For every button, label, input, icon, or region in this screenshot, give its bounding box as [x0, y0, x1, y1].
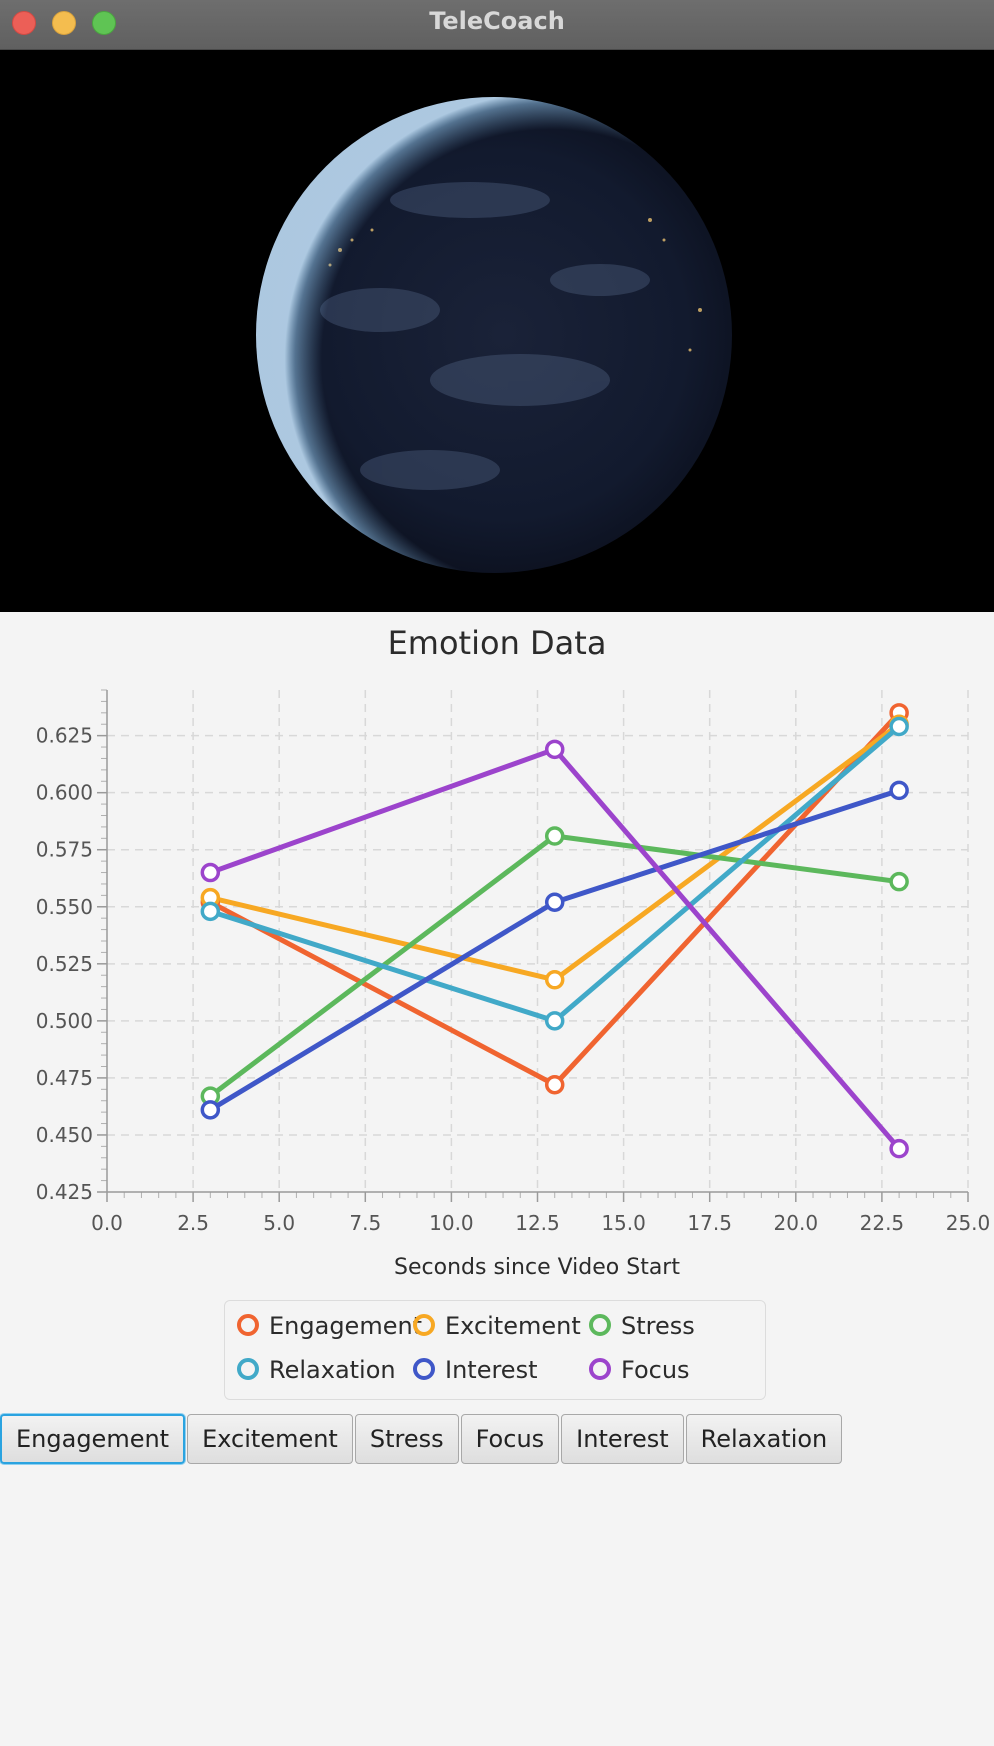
data-point-engagement	[544, 1075, 565, 1095]
legend-label: Interest	[445, 1356, 538, 1384]
emotion-line-chart: 0.0 2.5 5.0 7.5 10.0 12.5 15.0 17.5 20.0 22.5 25.0…	[36, 689, 991, 1280]
x-tick-label: 10.0	[429, 1211, 474, 1235]
x-tick-label: 22.5	[860, 1211, 905, 1235]
legend-label: Relaxation	[269, 1356, 396, 1384]
legend-item-interest: Interest	[413, 1350, 537, 1390]
data-point-interest	[200, 1100, 221, 1120]
data-point-interest	[889, 780, 909, 801]
data-point-relaxation	[544, 1011, 565, 1031]
minimize-window-button[interactable]	[52, 11, 76, 35]
y-tick-label: 0.575	[36, 838, 93, 862]
data-point-interest	[544, 892, 565, 912]
y-tick-label: 0.550	[36, 895, 93, 919]
legend-label: Engagement	[269, 1312, 423, 1340]
legend-marker-icon	[589, 1314, 611, 1336]
x-tick-label: 25.0	[946, 1211, 991, 1235]
x-tick-label: 7.5	[349, 1211, 381, 1235]
stress-button[interactable]: Stress	[354, 1414, 459, 1464]
data-point-focus	[889, 1138, 909, 1159]
legend-label: Focus	[621, 1356, 690, 1384]
legend-item-excitement: Excitement	[413, 1306, 581, 1346]
legend-label: Excitement	[445, 1312, 581, 1340]
interest-button[interactable]: Interest	[561, 1414, 684, 1464]
engagement-button[interactable]: Engagement	[0, 1414, 186, 1464]
chart-grid	[107, 690, 969, 1192]
close-window-button[interactable]	[12, 11, 36, 35]
window-titlebar: TeleCoach	[0, 0, 994, 50]
chart-title: Emotion Data	[387, 624, 607, 662]
y-tick-label: 0.425	[36, 1180, 93, 1204]
x-tick-label: 20.0	[774, 1211, 819, 1235]
data-point-relaxation	[889, 716, 909, 737]
y-tick-label: 0.475	[36, 1066, 93, 1090]
legend-label: Stress	[621, 1312, 695, 1340]
data-point-excitement	[544, 970, 565, 990]
y-tick-label: 0.525	[36, 952, 93, 976]
data-point-stress	[544, 826, 565, 846]
earth-image	[256, 97, 732, 573]
data-point-relaxation	[200, 901, 221, 922]
legend-item-focus: Focus	[589, 1350, 690, 1390]
legend-marker-icon	[413, 1358, 435, 1380]
maximize-window-button[interactable]	[92, 11, 116, 35]
x-tick-label: 2.5	[177, 1211, 209, 1235]
data-point-focus	[200, 862, 221, 883]
emotion-button-bar: Engagement Excitement Stress Focus Interest R…	[0, 1414, 844, 1464]
x-tick-label: 12.5	[515, 1211, 560, 1235]
chart-series	[200, 703, 909, 1159]
x-tick-label: 17.5	[687, 1211, 732, 1235]
y-tick-label: 0.500	[36, 1009, 93, 1033]
legend-marker-icon	[413, 1314, 435, 1336]
legend-item-stress: Stress	[589, 1306, 695, 1346]
focus-button[interactable]: Focus	[460, 1414, 560, 1464]
x-tick-label: 0.0	[91, 1211, 123, 1235]
y-tick-label: 0.600	[36, 781, 93, 805]
data-point-focus	[544, 739, 565, 760]
x-tick-label: 15.0	[601, 1211, 646, 1235]
excitement-button[interactable]: Excitement	[187, 1414, 353, 1464]
x-axis-label: Seconds since Video Start	[394, 1255, 680, 1280]
y-tick-label: 0.450	[36, 1123, 93, 1147]
chart-axes: 0.0 2.5 5.0 7.5 10.0 12.5 15.0 17.5 20.0 22.5 25.0…	[36, 689, 991, 1235]
legend-marker-icon	[237, 1314, 259, 1336]
data-point-stress	[889, 871, 909, 892]
legend-marker-icon	[589, 1358, 611, 1380]
legend-item-relaxation: Relaxation	[237, 1350, 396, 1390]
x-tick-label: 5.0	[263, 1211, 295, 1235]
window-title: TeleCoach	[429, 7, 565, 35]
legend-marker-icon	[237, 1358, 259, 1380]
relaxation-button[interactable]: Relaxation	[685, 1414, 843, 1464]
video-player[interactable]	[0, 50, 994, 612]
y-tick-label: 0.625	[36, 724, 93, 748]
chart-legend: Engagement Excitement Stress Relaxation Inte…	[224, 1300, 766, 1400]
legend-item-engagement: Engagement	[237, 1306, 422, 1346]
